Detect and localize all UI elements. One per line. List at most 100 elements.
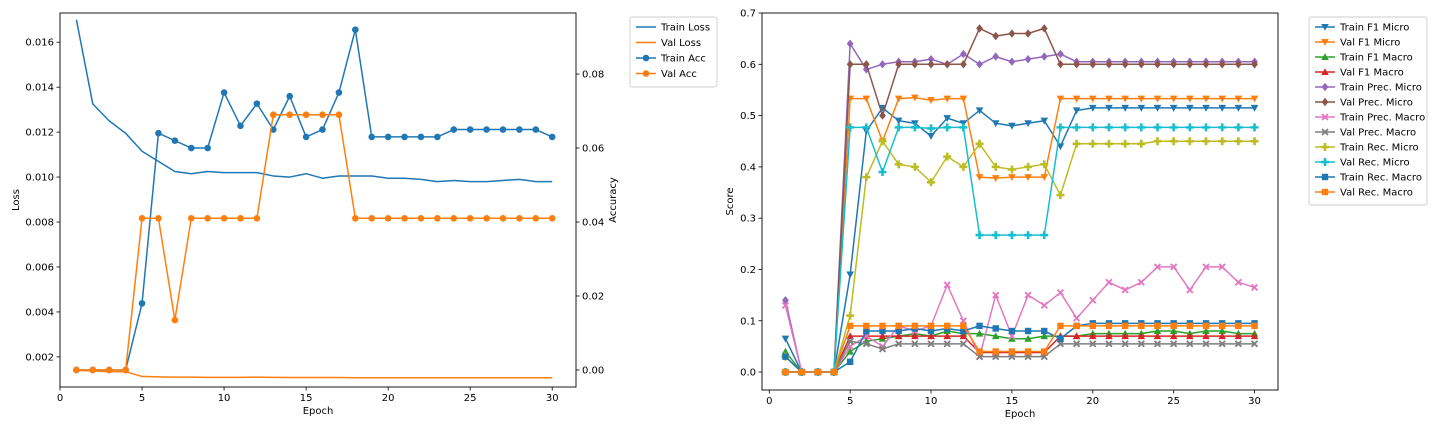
x-tick-label: 10 xyxy=(925,396,938,407)
data-point xyxy=(1121,60,1129,69)
data-point xyxy=(450,215,458,222)
data-point xyxy=(863,322,870,330)
data-point xyxy=(187,144,195,152)
data-point xyxy=(911,332,919,340)
data-point xyxy=(1024,162,1033,171)
legend-item: Train Rec. Micro xyxy=(1315,143,1419,154)
legend-frame xyxy=(629,16,718,88)
data-point xyxy=(1056,123,1065,132)
series-line xyxy=(76,28,553,371)
data-point xyxy=(483,126,490,133)
data-point xyxy=(1088,139,1097,148)
data-point xyxy=(253,215,261,222)
data-point xyxy=(1218,95,1226,103)
data-point xyxy=(171,316,179,324)
data-point xyxy=(1024,231,1033,240)
data-point xyxy=(1024,334,1032,342)
data-point xyxy=(879,60,886,69)
data-point xyxy=(975,329,984,337)
data-point xyxy=(122,366,129,374)
data-point xyxy=(1137,340,1145,348)
x-tick-label: 15 xyxy=(300,393,313,404)
data-point xyxy=(204,144,211,152)
data-point xyxy=(1250,332,1259,340)
y2-tick-label: 0.06 xyxy=(582,144,604,155)
data-point xyxy=(1024,291,1032,299)
legend-marker xyxy=(642,70,650,77)
data-point xyxy=(1169,137,1178,146)
series-train-rec-macro xyxy=(782,320,1258,376)
data-point xyxy=(1056,340,1065,348)
data-point xyxy=(976,60,983,69)
data-point xyxy=(992,353,1000,361)
data-point xyxy=(1008,332,1016,340)
data-point xyxy=(846,322,854,330)
data-point xyxy=(1105,322,1113,330)
data-point xyxy=(1169,123,1178,132)
data-point xyxy=(1250,283,1259,292)
legend-item: Train Loss xyxy=(636,23,710,34)
data-point xyxy=(1121,332,1129,340)
data-point xyxy=(959,123,968,132)
data-point xyxy=(992,31,1000,41)
data-point xyxy=(1121,340,1129,348)
data-point xyxy=(991,175,1000,182)
data-point xyxy=(1250,95,1259,103)
data-point xyxy=(1153,104,1162,112)
data-point xyxy=(878,345,887,353)
data-point xyxy=(1089,340,1097,348)
data-point xyxy=(466,215,474,222)
data-point xyxy=(1008,353,1016,361)
y2-tick-label: 0.08 xyxy=(582,70,604,81)
data-point xyxy=(1218,104,1226,112)
legend-label: Val Rec. Micro xyxy=(1340,158,1410,169)
data-point xyxy=(1154,60,1161,69)
data-point xyxy=(1186,340,1194,348)
data-point xyxy=(450,126,458,133)
legend: Train Loss Val Loss Train Acc Val Acc xyxy=(629,16,718,88)
data-point xyxy=(1137,60,1145,69)
data-point xyxy=(302,133,310,141)
data-point xyxy=(1056,95,1065,103)
data-point xyxy=(1137,104,1146,112)
data-point xyxy=(1185,137,1194,146)
data-point xyxy=(516,215,523,222)
data-point xyxy=(1121,104,1129,112)
data-point xyxy=(975,174,984,181)
legend-item: Val Acc xyxy=(636,69,697,80)
data-point xyxy=(895,340,903,348)
x-tick-label: 25 xyxy=(464,393,477,404)
data-point xyxy=(1040,160,1049,169)
data-point xyxy=(1202,95,1210,103)
data-point xyxy=(1169,332,1178,340)
y-tick-label: 0.016 xyxy=(25,38,54,49)
x-tick-label: 30 xyxy=(546,393,559,404)
data-point xyxy=(1235,322,1242,330)
data-point xyxy=(1041,327,1048,335)
data-point xyxy=(483,215,490,222)
data-point xyxy=(1154,322,1161,330)
legend-marker xyxy=(1321,113,1329,121)
data-point xyxy=(846,271,854,279)
data-point xyxy=(1104,123,1113,132)
legend-label: Val Acc xyxy=(661,69,697,80)
data-point xyxy=(1234,95,1243,103)
data-point xyxy=(1088,95,1097,103)
x-tick-label: 10 xyxy=(218,393,231,404)
y-tick-label: 0.008 xyxy=(25,218,54,229)
y-tick-label: 0.014 xyxy=(25,83,54,94)
series-line xyxy=(76,369,553,379)
y-tick-label: 0.010 xyxy=(25,173,54,184)
data-point xyxy=(927,327,935,335)
data-point xyxy=(1186,286,1194,294)
data-point xyxy=(1251,60,1258,69)
data-point xyxy=(1105,278,1113,286)
data-point xyxy=(975,231,984,240)
data-point xyxy=(862,95,871,103)
data-point xyxy=(910,162,919,171)
data-point xyxy=(1234,278,1242,286)
data-point xyxy=(943,152,952,161)
data-point xyxy=(782,353,789,360)
legend-label: Train Rec. Macro xyxy=(1339,173,1422,184)
